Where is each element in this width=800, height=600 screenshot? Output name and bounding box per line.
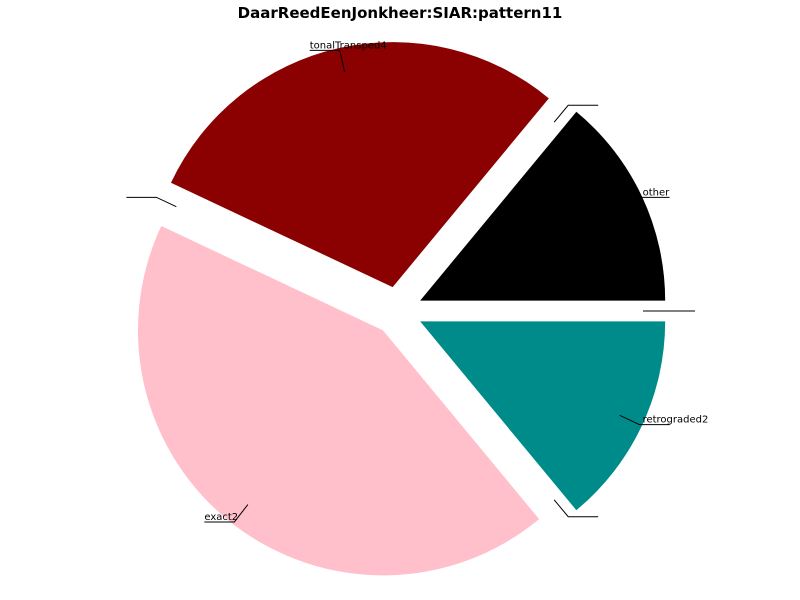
chart-title: DaarReedEenJonkheer:SIAR:pattern11 (238, 4, 563, 22)
leader-line (619, 196, 670, 208)
leader-line (619, 414, 670, 426)
leader-line (553, 499, 599, 518)
pie-slice-retrograded2 (420, 321, 666, 511)
leader-line (204, 504, 249, 523)
slice-label-other: other (643, 187, 671, 198)
leader-line (309, 49, 346, 73)
pie-slice-tonaltransped4 (170, 42, 549, 288)
slice-label-retrograded2: retrograded2 (643, 415, 709, 426)
leader-line (126, 196, 177, 208)
pie-slice-exact2 (137, 226, 540, 576)
slice-label-exact2: exact2 (204, 512, 238, 523)
slice-label-tonaltransped4: tonalTransped4 (310, 40, 387, 51)
pie-slice-other (420, 111, 666, 301)
pie-slices (137, 42, 666, 576)
leader-line (553, 104, 599, 123)
pie-labels: other tonalTransped4 exact2 retrograded2 (126, 40, 708, 523)
